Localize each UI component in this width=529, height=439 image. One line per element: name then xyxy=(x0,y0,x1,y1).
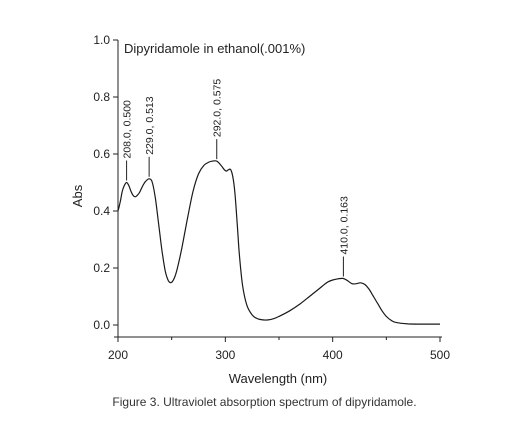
x-tick-label: 500 xyxy=(430,348,450,362)
y-tick-label: 0.8 xyxy=(93,90,110,104)
y-tick-label: 0.0 xyxy=(93,318,110,332)
x-axis-label: Wavelength (nm) xyxy=(229,371,328,386)
chart-axes xyxy=(114,40,442,338)
y-tick-label: 0.4 xyxy=(93,204,110,218)
peak-label: 229.0, 0.513 xyxy=(144,96,156,155)
spectrum-line xyxy=(117,160,440,325)
x-tick-label: 300 xyxy=(215,348,235,362)
x-tick-label: 200 xyxy=(108,348,128,362)
peak-label: 208.0, 0.500 xyxy=(122,100,134,159)
x-tick-label: 400 xyxy=(323,348,343,362)
figure-caption: Figure 3. Ultraviolet absorption spectru… xyxy=(112,395,417,409)
chart-title: Dipyridamole in ethanol(.001%) xyxy=(124,41,305,56)
peak-label: 292.0, 0.575 xyxy=(212,79,224,138)
y-tick-label: 1.0 xyxy=(93,33,110,47)
y-axis-label: Abs xyxy=(70,184,85,207)
peak-annotations: 208.0, 0.500 229.0, 0.513 292.0, 0.575 410.… xyxy=(122,79,350,277)
chart-ticks: 0.0 0.2 0.4 0.6 0.8 1.0 200 300 400 500 xyxy=(93,33,450,362)
y-tick-label: 0.6 xyxy=(93,147,110,161)
y-tick-label: 0.2 xyxy=(93,261,110,275)
peak-label: 410.0, 0.163 xyxy=(338,196,350,255)
